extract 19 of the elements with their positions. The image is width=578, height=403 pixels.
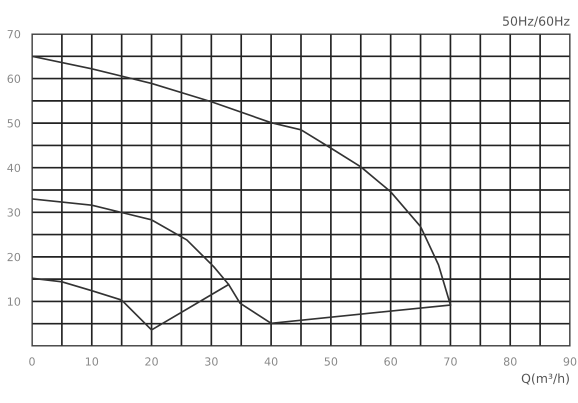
y-tick-label: 30 (8, 208, 20, 217)
x-tick-label: 90 (564, 357, 576, 366)
y-tick-label: 70 (8, 30, 20, 38)
y-tick-label: 20 (8, 252, 20, 262)
x-tick-label: 40 (264, 357, 278, 366)
y-tick-label: 10 (8, 297, 20, 306)
y-tick-label: 40 (7, 164, 20, 172)
y-tick-label: 60 (8, 74, 20, 83)
x-axis-title: Q(m³/h) (522, 373, 569, 385)
y-tick-label: 50 (8, 119, 20, 128)
chart-title: 50Hz/60Hz (503, 16, 570, 27)
x-tick-label: 60 (384, 357, 397, 366)
x-tick-label: 30 (205, 357, 218, 366)
x-tick-label: 20 (145, 357, 158, 366)
x-tick-label: 0 (29, 357, 35, 366)
x-tick-label: 80 (504, 357, 517, 366)
x-tick-label: 70 (444, 357, 457, 366)
x-tick-label: 10 (86, 357, 98, 366)
x-tick-label: 50 (324, 357, 338, 366)
